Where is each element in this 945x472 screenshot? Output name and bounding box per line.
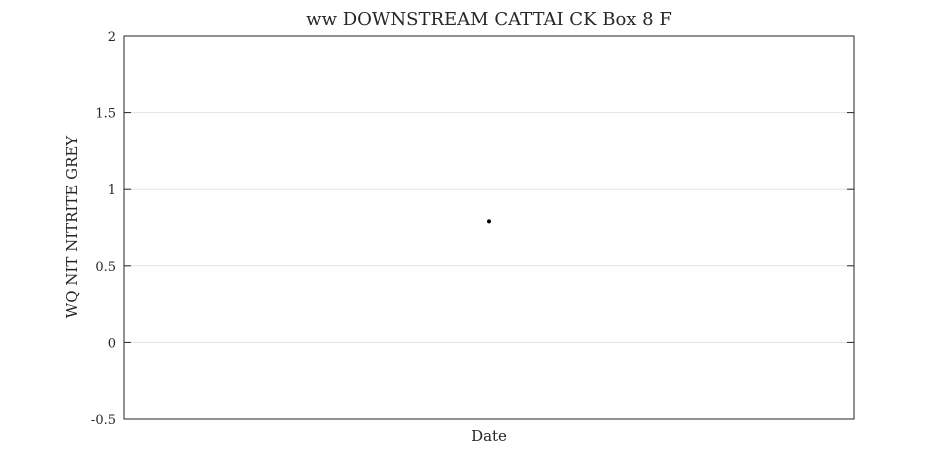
y-tick-label: -0.5 xyxy=(91,413,116,428)
y-tick-label: 0 xyxy=(108,336,116,351)
data-point xyxy=(487,219,491,224)
y-tick-label: 1 xyxy=(108,183,116,198)
grid-lines xyxy=(124,112,854,343)
y-axis-label: WQ NIT NITRITE GREY xyxy=(63,135,81,319)
y-tick-label: 2 xyxy=(108,30,116,45)
y-axis-ticks: -0.5 0 0.5 1 1.5 2 xyxy=(91,30,854,428)
x-axis-label: Date xyxy=(471,427,507,445)
y-tick-label: 1.5 xyxy=(95,107,116,122)
data-points xyxy=(487,219,491,224)
plot-area-frame xyxy=(123,35,855,420)
chart-title: ww DOWNSTREAM CATTAI CK Box 8 F xyxy=(306,9,672,30)
y-tick-label: 0.5 xyxy=(95,260,116,275)
